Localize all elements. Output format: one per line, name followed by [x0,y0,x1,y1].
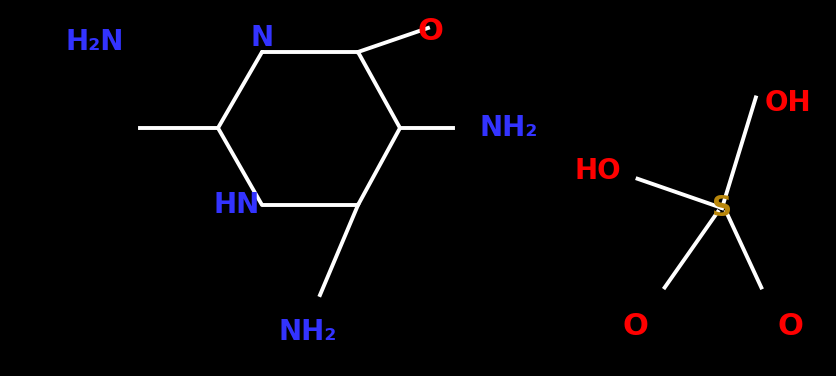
Text: OH: OH [763,89,810,117]
Text: O: O [776,312,802,341]
Text: O: O [621,312,647,341]
Text: O: O [416,18,442,47]
Text: HO: HO [573,157,620,185]
Text: NH₂: NH₂ [278,318,337,346]
Text: NH₂: NH₂ [479,114,538,142]
Text: HN: HN [214,191,260,219]
Text: N: N [250,24,273,52]
Text: H₂N: H₂N [66,28,124,56]
Text: S: S [711,194,732,222]
